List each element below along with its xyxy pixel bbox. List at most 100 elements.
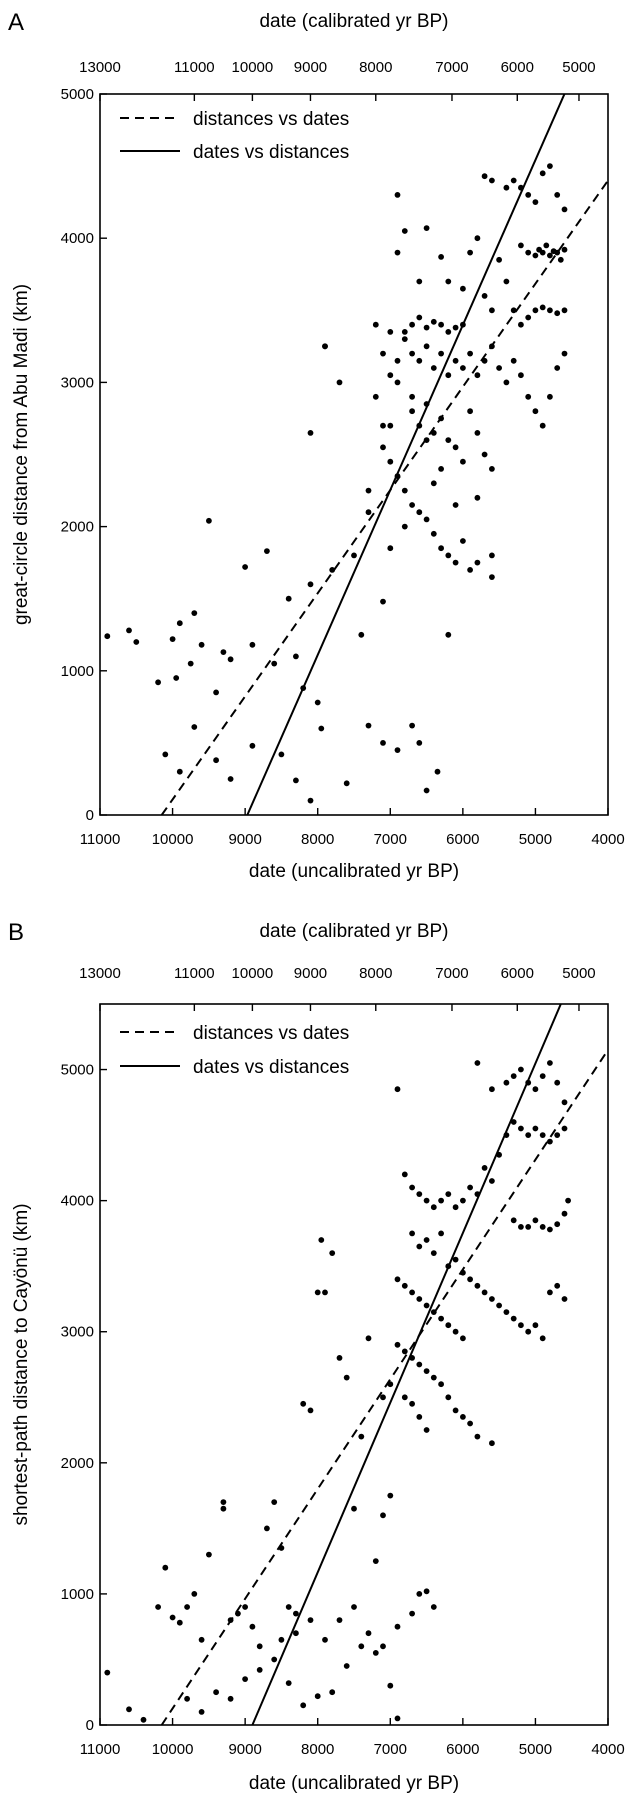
data-point	[547, 1138, 553, 1145]
data-point	[481, 1165, 488, 1171]
data-point	[503, 379, 510, 386]
y-tick-label: 0	[86, 807, 94, 824]
data-point	[387, 1492, 394, 1499]
data-point	[401, 1348, 408, 1355]
fit-line-dates-vs-distances	[251, 1004, 562, 1725]
data-point	[445, 552, 452, 559]
data-point	[365, 487, 372, 494]
data-point	[554, 1079, 561, 1086]
data-point	[430, 530, 437, 537]
data-point	[489, 307, 495, 314]
data-point	[401, 336, 408, 342]
data-point	[460, 285, 466, 292]
data-point	[300, 1702, 307, 1709]
data-point	[409, 1610, 415, 1617]
data-point	[184, 1695, 191, 1702]
data-point	[532, 1322, 539, 1329]
data-point	[518, 321, 524, 328]
data-point	[387, 422, 394, 429]
data-point	[532, 1217, 539, 1224]
legend-label: dates vs distances	[193, 142, 349, 163]
data-point	[438, 321, 444, 328]
data-point	[343, 780, 350, 787]
data-point	[543, 242, 550, 249]
data-point	[525, 393, 532, 400]
data-point	[351, 552, 357, 559]
data-point	[173, 675, 180, 681]
x-top-tick-label: 10000	[232, 59, 274, 76]
data-point	[416, 509, 423, 516]
x-top-tick-label: 8000	[359, 59, 392, 76]
data-point	[307, 797, 314, 804]
data-point	[187, 660, 194, 667]
data-point	[242, 564, 249, 570]
data-point	[518, 1322, 524, 1329]
data-point	[539, 170, 546, 177]
data-point	[336, 1355, 343, 1361]
data-point	[271, 660, 278, 667]
x-bottom-tick-label: 11000	[80, 831, 121, 848]
x-bottom-tick-label: 9000	[228, 1741, 261, 1758]
data-point	[380, 1394, 386, 1401]
legend-label: distances vs dates	[193, 109, 349, 130]
data-point	[394, 1715, 401, 1722]
data-point	[365, 1335, 372, 1342]
data-point	[242, 1604, 249, 1610]
x-top-tick-label: 6000	[501, 965, 534, 982]
data-point	[401, 228, 408, 234]
data-point	[336, 379, 343, 386]
data-point	[155, 679, 162, 686]
data-point	[460, 538, 466, 544]
data-point	[547, 252, 553, 259]
data-point	[293, 1610, 299, 1617]
data-point	[430, 1604, 437, 1610]
data-point	[496, 1302, 502, 1309]
data-point	[460, 458, 466, 465]
fit-line-distances-vs-dates	[160, 179, 608, 815]
data-point	[358, 631, 365, 638]
data-point	[539, 1073, 546, 1079]
data-point	[539, 1132, 546, 1138]
data-point	[387, 329, 394, 335]
data-point	[416, 357, 423, 364]
plot-frame	[99, 93, 609, 816]
data-point	[510, 177, 517, 184]
data-point	[380, 1643, 386, 1650]
data-point	[318, 1237, 325, 1243]
data-point	[184, 1604, 191, 1610]
data-point	[293, 1630, 299, 1637]
data-point	[423, 225, 430, 232]
data-point	[518, 372, 524, 379]
x-top-tick-label: 9000	[294, 59, 327, 76]
legend-label: dates vs distances	[193, 1057, 349, 1078]
data-point	[561, 1296, 568, 1302]
x-bottom-tick-label: 6000	[446, 1741, 479, 1758]
data-point	[539, 422, 546, 429]
x-bottom-tick-label: 5000	[519, 1741, 552, 1758]
data-point	[489, 466, 495, 472]
data-point	[430, 1374, 437, 1381]
data-point	[554, 192, 561, 198]
data-point	[351, 1505, 357, 1512]
data-point	[565, 1197, 571, 1204]
x-top-tick-label: 7000	[435, 965, 468, 982]
data-point	[532, 307, 539, 314]
data-point	[256, 1667, 263, 1673]
data-point	[547, 307, 553, 314]
data-point	[394, 1276, 401, 1283]
data-point	[525, 1224, 532, 1230]
data-point	[293, 653, 299, 660]
data-point	[423, 1302, 430, 1309]
data-point	[438, 1315, 444, 1322]
data-point	[409, 1289, 415, 1296]
data-point	[227, 1695, 234, 1702]
panel-letter: A	[8, 9, 24, 36]
data-point	[423, 324, 430, 331]
x-bottom-tick-label: 8000	[301, 1741, 334, 1758]
data-point	[380, 444, 386, 451]
x-bottom-axis-title: date (uncalibrated yr BP)	[249, 1773, 459, 1794]
plot-frame	[99, 1003, 609, 1726]
data-point	[460, 1335, 466, 1342]
data-point	[554, 1132, 561, 1138]
data-point	[372, 321, 379, 328]
